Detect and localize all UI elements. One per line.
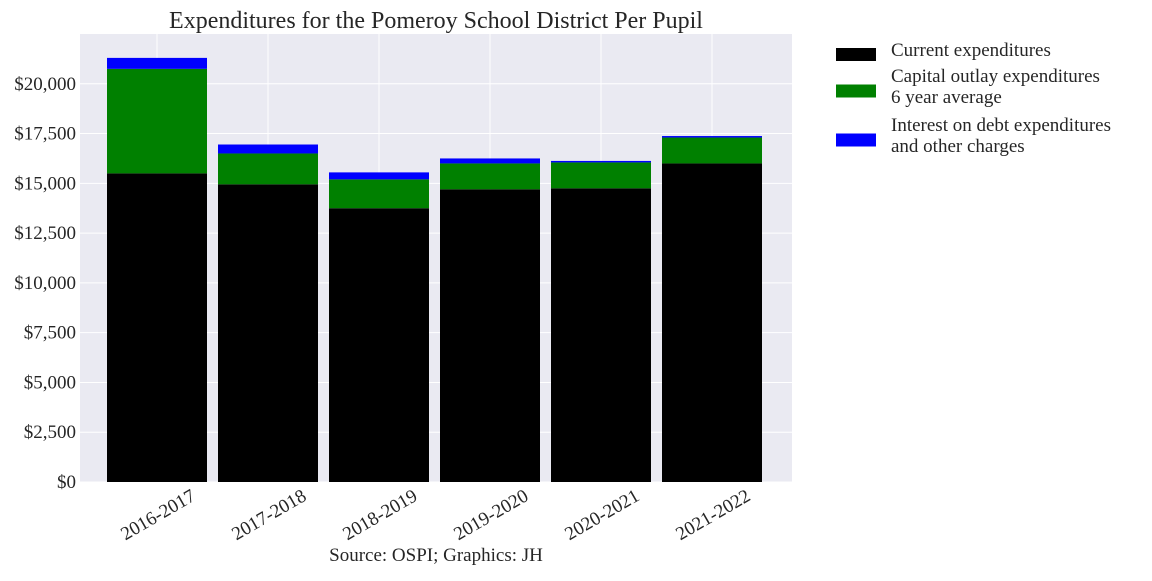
bar-capital-outlay	[551, 162, 651, 189]
legend-label: Current expenditures	[891, 40, 1051, 61]
x-tick-label: 2021-2022	[672, 486, 754, 545]
y-axis-tick-labels: $0 $2,500 $5,000 $7,500 $10,000 $12,500 $15,00…	[14, 74, 76, 493]
legend-label: Interest on debt expenditures and other c…	[891, 115, 1111, 157]
bar-interest-debt	[551, 160, 651, 163]
bar-current	[107, 173, 207, 482]
y-tick-label: $2,500	[24, 422, 76, 443]
chart-title: Expenditures for the Pomeroy School Dist…	[169, 8, 703, 34]
y-tick-label: $0	[57, 472, 76, 493]
y-tick-label: $17,500	[14, 124, 76, 145]
bar-interest-debt	[218, 144, 318, 154]
bar-current	[662, 163, 762, 482]
bar-interest-debt	[440, 158, 540, 164]
legend-swatch	[836, 84, 876, 98]
x-tick-label: 2020-2021	[561, 486, 643, 545]
x-tick-label: 2018-2019	[339, 486, 421, 545]
bar-capital-outlay	[662, 137, 762, 164]
x-tick-label: 2019-2020	[450, 486, 532, 545]
bar-current	[440, 189, 540, 482]
bar-current	[218, 184, 318, 482]
legend-swatch	[836, 48, 876, 61]
y-tick-label: $15,000	[14, 173, 76, 194]
legend-label: Capital outlay expenditures 6 year averag…	[891, 66, 1100, 108]
x-axis-tick-labels: 2016-2017 2017-2018 2018-2019 2019-2020 2020…	[117, 486, 754, 545]
bar-interest-debt	[662, 136, 762, 138]
legend-swatch	[836, 133, 876, 147]
bar-current	[329, 208, 429, 482]
y-tick-label: $7,500	[24, 323, 76, 344]
bar-current	[551, 188, 651, 483]
y-tick-label: $20,000	[14, 74, 76, 95]
x-tick-label: 2017-2018	[228, 486, 310, 545]
bar-capital-outlay	[218, 153, 318, 185]
y-tick-label: $5,000	[24, 372, 76, 393]
y-tick-label: $10,000	[14, 273, 76, 294]
chart-caption: Source: OSPI; Graphics: JH	[329, 545, 543, 566]
x-tick-label: 2016-2017	[117, 486, 199, 545]
bars	[107, 57, 762, 483]
bar-interest-debt	[329, 172, 429, 180]
legend: Current expenditures Capital outlay expen…	[836, 40, 1111, 157]
bar-capital-outlay	[440, 163, 540, 190]
bar-capital-outlay	[107, 68, 207, 174]
bar-interest-debt	[107, 57, 207, 69]
bar-capital-outlay	[329, 179, 429, 209]
y-tick-label: $12,500	[14, 223, 76, 244]
